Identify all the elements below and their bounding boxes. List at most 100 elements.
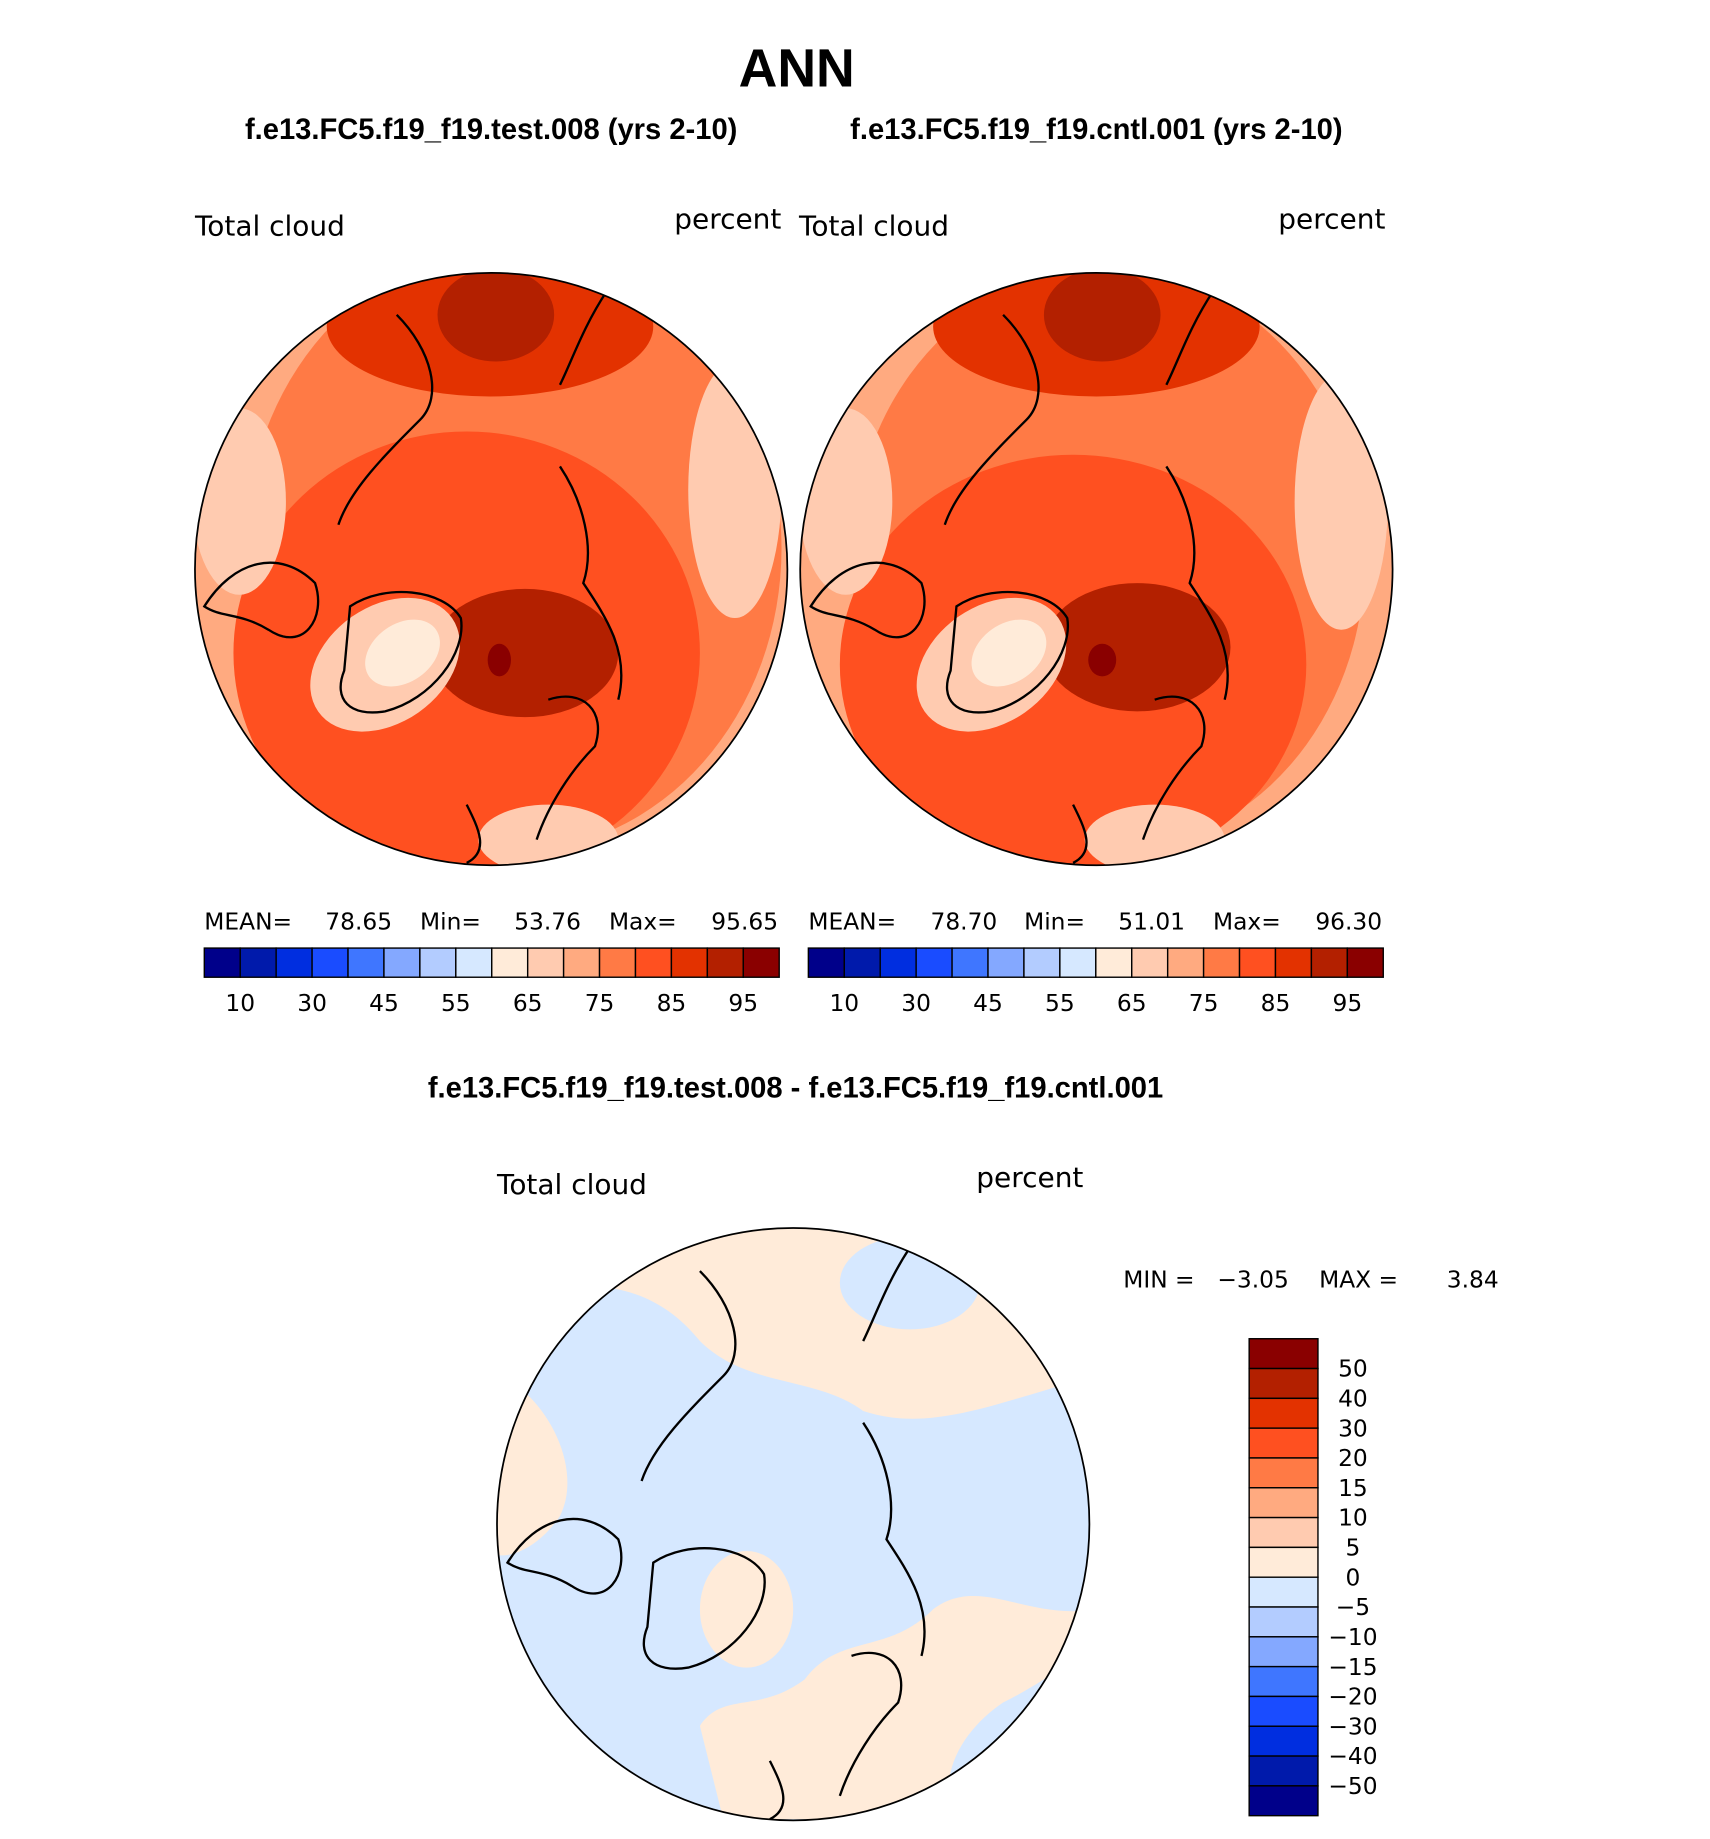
- colorbar-tick-label: −20: [1328, 1684, 1377, 1711]
- colorbar-tick-label: 45: [369, 990, 399, 1017]
- panel2-case-title: f.e13.FC5.f19_f19.cntl.001 (yrs 2-10): [850, 114, 1342, 146]
- colorbar-tick-label: −50: [1328, 1773, 1377, 1800]
- colorbar-box: [526, 947, 565, 978]
- colorbar-box: [1202, 947, 1241, 978]
- colorbar-tick-label: 40: [1338, 1386, 1368, 1413]
- colorbar-box: [1248, 1546, 1319, 1578]
- colorbar-box: [1248, 1695, 1319, 1727]
- colorbar-box: [1248, 1338, 1319, 1370]
- panel2-max-label: Max=: [1213, 908, 1281, 935]
- colorbar-box: [1248, 1457, 1319, 1489]
- colorbar-tick-label: 5: [1346, 1535, 1361, 1562]
- panel1-colorbar: 10 30 45 55 65 75 85 95: [203, 947, 780, 1017]
- colorbar-box: [1248, 1487, 1319, 1519]
- panel2-min-label: Min=: [1024, 908, 1085, 935]
- diff-min-label: MIN =: [1123, 1266, 1194, 1293]
- colorbar-tick-label: 95: [1332, 990, 1362, 1017]
- panel2-colorbar: 10 30 45 55 65 75 85 95: [807, 947, 1384, 1017]
- colorbar-tick-label: 55: [441, 990, 471, 1017]
- colorbar-box: [843, 947, 881, 978]
- panel2-min-value: 51.01: [1118, 908, 1185, 935]
- diff-variable-label: Total cloud: [496, 1168, 647, 1201]
- panel1-min-label: Min=: [420, 908, 481, 935]
- colorbar-box: [311, 947, 349, 978]
- colorbar-box: [1059, 947, 1097, 978]
- panel2-mean-label: MEAN=: [808, 908, 896, 935]
- colorbar-box: [1166, 947, 1205, 978]
- panel2-map: [800, 272, 1393, 866]
- colorbar-box: [1248, 1636, 1319, 1668]
- colorbar-box: [1248, 1755, 1319, 1787]
- colorbar-box: [1131, 947, 1169, 978]
- colorbar-box: [383, 947, 421, 978]
- colorbar-box: [275, 947, 313, 978]
- colorbar-tick-label: 30: [297, 990, 327, 1017]
- colorbar-tick-label: 95: [728, 990, 758, 1017]
- colorbar-tick-label: 30: [1338, 1415, 1368, 1442]
- colorbar-box: [1248, 1576, 1319, 1608]
- colorbar-box: [1248, 1606, 1319, 1638]
- panel1-max-value: 95.65: [711, 908, 778, 935]
- diff-title: f.e13.FC5.f19_f19.test.008 - f.e13.FC5.f…: [428, 1072, 1163, 1104]
- colorbar-box: [1248, 1397, 1319, 1429]
- colorbar-box: [951, 947, 989, 978]
- colorbar-tick-label: −40: [1328, 1743, 1377, 1770]
- colorbar-tick-label: 10: [829, 990, 859, 1017]
- colorbar-tick-label: 55: [1045, 990, 1075, 1017]
- colorbar-tick-label: −10: [1328, 1624, 1377, 1651]
- colorbar-box: [419, 947, 457, 978]
- colorbar-box: [706, 947, 744, 978]
- panel1-map: [194, 272, 788, 866]
- colorbar-box: [491, 947, 529, 978]
- panel2-map-border: [799, 272, 1394, 867]
- colorbar-tick-label: 0: [1346, 1564, 1361, 1591]
- colorbar-box: [987, 947, 1025, 978]
- colorbar-tick-label: 10: [225, 990, 255, 1017]
- colorbar-box: [347, 947, 385, 978]
- colorbar-tick-label: 15: [1338, 1475, 1368, 1502]
- panel2-mean-value: 78.70: [931, 908, 998, 935]
- colorbar-box: [455, 947, 493, 978]
- panel1-variable-label: Total cloud: [194, 210, 345, 243]
- figure-title: ANN: [739, 38, 855, 98]
- colorbar-box: [1023, 947, 1061, 978]
- colorbar-tick-label: 65: [513, 990, 543, 1017]
- colorbar-tick-label: 45: [973, 990, 1003, 1017]
- colorbar-box: [598, 947, 637, 978]
- colorbar-tick-label: 50: [1338, 1356, 1368, 1383]
- colorbar-box: [1248, 1665, 1319, 1698]
- colorbar-box: [239, 947, 277, 978]
- colorbar-box: [1248, 1427, 1319, 1459]
- colorbar-box: [1310, 947, 1349, 978]
- colorbar-tick-label: 65: [1117, 990, 1147, 1017]
- diff-min-value: −3.05: [1217, 1266, 1288, 1293]
- diff-units-label: percent: [976, 1161, 1083, 1194]
- colorbar-box: [1238, 947, 1277, 978]
- colorbar-box: [742, 947, 780, 978]
- panel2-units-label: percent: [1278, 203, 1385, 236]
- panel2-variable-label: Total cloud: [798, 210, 949, 243]
- panel1-map-border: [194, 272, 789, 867]
- colorbar-box: [879, 947, 917, 978]
- colorbar-tick-label: 75: [585, 990, 615, 1017]
- colorbar-box: [634, 947, 673, 978]
- colorbar-box: [562, 947, 601, 978]
- colorbar-tick-label: 85: [657, 990, 687, 1017]
- panel1-case-title: f.e13.FC5.f19_f19.test.008 (yrs 2-10): [245, 114, 737, 146]
- panel1-max-label: Max=: [609, 908, 677, 935]
- colorbar-box: [1274, 947, 1313, 978]
- colorbar-box: [1248, 1367, 1319, 1400]
- colorbar-box: [1095, 947, 1133, 978]
- colorbar-box: [807, 947, 845, 978]
- colorbar-tick-label: −30: [1328, 1713, 1377, 1740]
- colorbar-tick-label: −5: [1336, 1594, 1370, 1621]
- colorbar-tick-label: 85: [1261, 990, 1291, 1017]
- colorbar-tick-label: 30: [901, 990, 931, 1017]
- diff-max-value: 3.84: [1447, 1266, 1499, 1293]
- panel1-mean-value: 78.65: [325, 908, 392, 935]
- panel1-min-value: 53.76: [514, 908, 581, 935]
- colorbar-tick-label: 75: [1189, 990, 1219, 1017]
- colorbar-box: [1248, 1516, 1319, 1549]
